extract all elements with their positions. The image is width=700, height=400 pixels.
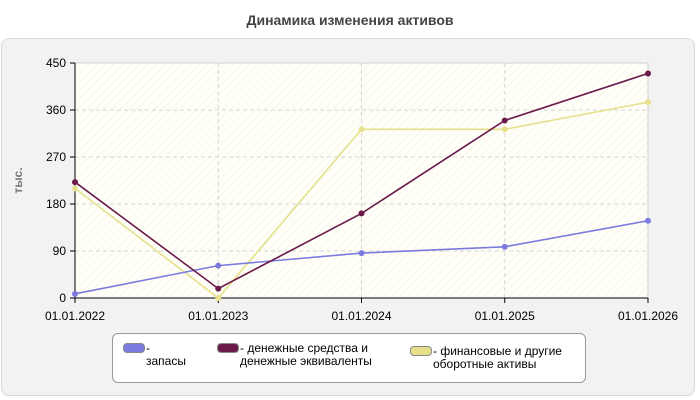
data-point-2-1[interactable]: [215, 295, 222, 301]
data-point-0-0[interactable]: [72, 290, 78, 297]
data-point-0-2[interactable]: [358, 250, 365, 257]
x-tick-label: 01.01.2026: [618, 309, 678, 323]
data-point-1-1[interactable]: [215, 285, 222, 292]
data-point-1-0[interactable]: [72, 179, 78, 186]
data-point-1-4[interactable]: [645, 70, 651, 77]
data-point-2-2[interactable]: [358, 126, 365, 133]
legend-label-financial-assets: - финансовые и другие оборотные активы: [433, 344, 562, 371]
plot-background: [74, 62, 649, 299]
x-tick-label: 01.01.2023: [188, 309, 248, 323]
legend-swatch-financial-assets: [410, 346, 432, 356]
series-lines: [72, 70, 651, 301]
legend-label-zapasy: - запасы: [146, 341, 186, 368]
x-tick-label: 01.01.2025: [475, 309, 535, 323]
data-point-0-1[interactable]: [215, 262, 222, 269]
data-point-1-2[interactable]: [358, 210, 365, 217]
axes: 0 90 180 270 360 450 01.01.2022 01.01.2023 01.01…: [45, 56, 678, 323]
y-tick-label: 0: [59, 291, 66, 305]
x-tick-label: 01.01.2022: [45, 309, 105, 323]
y-tick-label: 90: [53, 244, 67, 258]
legend-swatch-zapasy: [123, 343, 145, 353]
y-tick-label: 270: [46, 150, 66, 164]
y-tick-label: 450: [46, 56, 66, 70]
x-tick-label: 01.01.2024: [331, 309, 391, 323]
data-point-2-4[interactable]: [645, 99, 651, 106]
grid-lines: [75, 62, 648, 298]
y-tick-label: 180: [46, 197, 66, 211]
y-tick-label: 360: [46, 103, 66, 117]
y-axis-label: тыс.: [11, 167, 25, 193]
legend: - запасы - денежные средства и денежные …: [112, 333, 586, 383]
data-point-0-3[interactable]: [501, 243, 508, 250]
legend-label-cash: - денежные средства и денежные эквивален…: [240, 341, 372, 368]
data-point-2-0[interactable]: [72, 185, 78, 192]
chart-title: Динамика изменения активов: [246, 12, 454, 28]
data-point-2-3[interactable]: [501, 126, 508, 133]
data-point-0-4[interactable]: [645, 217, 651, 224]
data-point-1-3[interactable]: [501, 117, 508, 124]
legend-swatch-cash: [217, 343, 239, 353]
